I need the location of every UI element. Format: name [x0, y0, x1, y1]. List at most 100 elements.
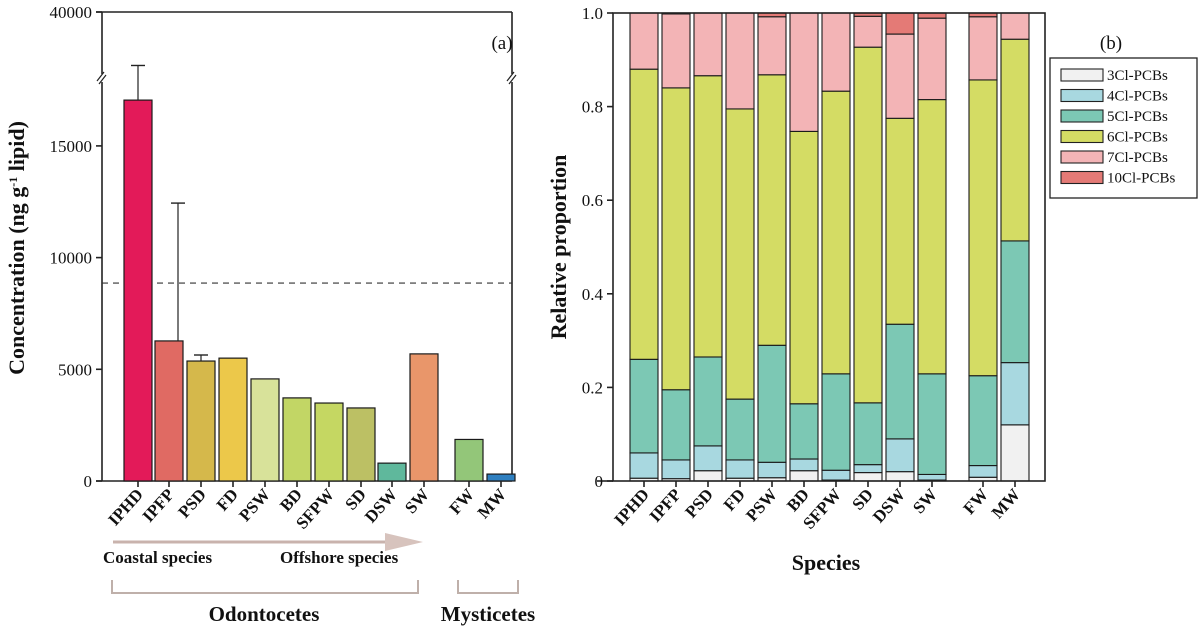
x-tick-label: FW [446, 485, 478, 518]
axis-break-mark [508, 74, 517, 85]
segment-psd-6cl-pcbs [693, 75, 723, 358]
legend-swatch-6cl-pcbs [1060, 129, 1104, 144]
panel-a-error-bars [131, 64, 208, 362]
legend-label: 7Cl-PCBs [1107, 150, 1168, 166]
legend-swatch-3cl-pcbs [1060, 68, 1104, 82]
x-tick-label: IPHD [610, 485, 653, 529]
bar-psd [186, 360, 216, 482]
x-tick-label: IPFP [646, 485, 685, 526]
segment-mw-3cl-pcbs [1000, 424, 1030, 482]
segment-dsw-10cl-pcbs [885, 12, 915, 35]
y-tick-label: 15000 [50, 137, 93, 156]
axis-break-mark [96, 71, 105, 82]
y-tick-label: 40000 [50, 3, 93, 22]
segment-sd-5cl-pcbs [853, 402, 883, 466]
segment-mw-5cl-pcbs [1000, 240, 1030, 364]
y-tick-label: 0 [595, 472, 604, 491]
bar-sw [409, 353, 439, 482]
segment-psd-3cl-pcbs [693, 470, 723, 482]
segment-sw-6cl-pcbs [917, 99, 947, 375]
y-tick-label: 10000 [50, 249, 93, 268]
plot-area-frame [612, 12, 1046, 482]
segment-bd-3cl-pcbs [789, 470, 819, 482]
segment-sw-4cl-pcbs [917, 473, 947, 481]
bar-iphd [123, 99, 153, 482]
segment-psw-7cl-pcbs [757, 16, 787, 76]
segment-fd-5cl-pcbs [725, 398, 755, 461]
panel-a-bars [123, 99, 516, 482]
segment-sd-6cl-pcbs [853, 46, 883, 404]
x-tick-label: MW [474, 485, 510, 522]
x-tick-label: DSW [869, 485, 909, 526]
bar-fw [454, 438, 484, 482]
segment-mw-7cl-pcbs [1000, 12, 1030, 40]
segment-fw-4cl-pcbs [968, 465, 998, 478]
segment-fw-5cl-pcbs [968, 375, 998, 467]
segment-iphd-6cl-pcbs [629, 68, 659, 360]
panel-a-y-axis-title: Concentration (ng g-1 lipid) [4, 121, 29, 375]
segment-sfpw-7cl-pcbs [821, 12, 851, 92]
panel-a-label: (a) [491, 33, 512, 54]
panel-b-label: (b) [1100, 33, 1122, 54]
segment-sd-3cl-pcbs [853, 472, 883, 482]
segment-psw-6cl-pcbs [757, 74, 787, 346]
legend-label: 6Cl-PCBs [1107, 130, 1168, 146]
segment-psd-5cl-pcbs [693, 356, 723, 447]
bar-mw [486, 473, 516, 482]
y-tick-label: 0.2 [582, 378, 603, 397]
y-title-tail: lipid) [4, 121, 29, 177]
legend-swatch-7cl-pcbs [1060, 150, 1104, 164]
y-tick-label: 5000 [58, 360, 92, 379]
segment-ipfp-4cl-pcbs [661, 459, 691, 480]
segment-fd-4cl-pcbs [725, 459, 755, 479]
segment-psw-4cl-pcbs [757, 461, 787, 479]
segment-mw-4cl-pcbs [1000, 362, 1030, 426]
segment-dsw-5cl-pcbs [885, 323, 915, 440]
segment-sfpw-5cl-pcbs [821, 373, 851, 471]
x-tick-label: PSD [681, 485, 717, 522]
legend-label: 3Cl-PCBs [1107, 68, 1168, 84]
segment-bd-7cl-pcbs [789, 12, 819, 132]
y-tick-label: 1.0 [582, 4, 603, 23]
segment-bd-5cl-pcbs [789, 403, 819, 460]
arrow-head-icon [385, 533, 423, 551]
panel-b-y-ticks: 0 0.2 0.4 0.6 0.8 1.0 [582, 4, 613, 491]
y-title-superscript: -1 [6, 177, 20, 187]
segment-dsw-3cl-pcbs [885, 471, 915, 482]
x-tick-label: PSW [742, 485, 781, 525]
segment-dsw-7cl-pcbs [885, 33, 915, 119]
panel-b-y-axis-title: Relative proportion [546, 155, 571, 340]
bar-sd [346, 407, 376, 482]
axis-break-mark [98, 74, 107, 85]
segment-bd-6cl-pcbs [789, 130, 819, 405]
segment-fd-6cl-pcbs [725, 108, 755, 400]
x-tick-label: PSD [174, 485, 210, 522]
segment-iphd-5cl-pcbs [629, 358, 659, 454]
odontocetes-bracket [111, 580, 419, 594]
segment-sw-5cl-pcbs [917, 373, 947, 475]
bar-dsw [377, 462, 407, 482]
legend-label: 5Cl-PCBs [1107, 109, 1168, 125]
y-tick-label: 0.6 [582, 191, 603, 210]
legend-swatch-10cl-pcbs [1060, 170, 1104, 185]
segment-fw-7cl-pcbs [968, 16, 998, 81]
y-title-main: Concentration (ng g [4, 187, 29, 375]
segment-fw-6cl-pcbs [968, 79, 998, 377]
coastal-offshore-arrow [113, 533, 423, 551]
panel-b-x-axis-title: Species [792, 550, 861, 575]
segment-sw-7cl-pcbs [917, 17, 947, 101]
segment-dsw-6cl-pcbs [885, 117, 915, 325]
axis-break-mark [506, 71, 515, 82]
segment-iphd-7cl-pcbs [629, 12, 659, 70]
legend-swatch-4cl-pcbs [1060, 88, 1104, 103]
segment-ipfp-6cl-pcbs [661, 87, 691, 391]
x-tick-label: FW [960, 485, 992, 518]
segment-bd-4cl-pcbs [789, 458, 819, 472]
panel-a-y-ticks: 0 5000 10000 15000 40000 [50, 3, 102, 491]
x-tick-label: SW [909, 485, 941, 517]
mysticetes-bracket [457, 580, 519, 594]
bar-bd [282, 397, 312, 482]
